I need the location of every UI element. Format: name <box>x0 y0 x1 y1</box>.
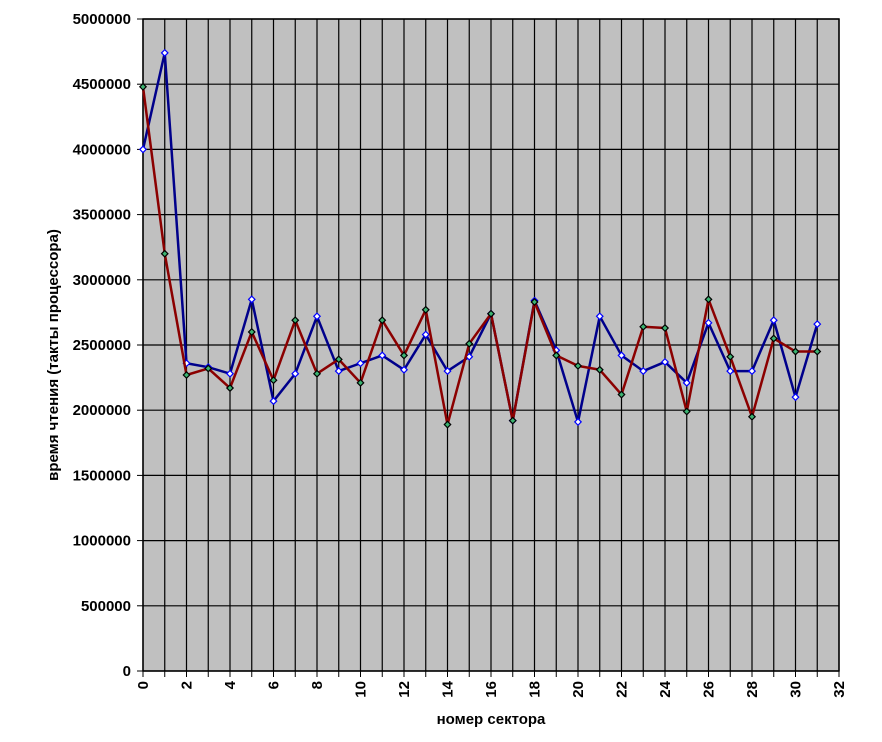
data-point <box>334 367 343 376</box>
data-point <box>247 295 256 304</box>
data-point <box>378 316 387 325</box>
y-axis-title: время чтения (такты процессора) <box>45 229 62 481</box>
data-point <box>269 397 278 406</box>
data-point <box>791 393 800 402</box>
data-point <box>138 145 148 154</box>
y-tick-label: 1000000 <box>73 533 131 550</box>
data-point <box>225 383 235 393</box>
data-point <box>182 370 191 380</box>
data-point <box>334 355 343 364</box>
y-tick-label: 5000000 <box>73 11 131 28</box>
data-point <box>639 367 648 376</box>
x-tick-label: 6 <box>266 681 283 689</box>
x-tick-label: 26 <box>701 681 718 698</box>
data-point <box>225 369 235 378</box>
data-point <box>617 351 626 360</box>
data-point <box>291 316 300 325</box>
x-tick-label: 8 <box>309 681 326 689</box>
x-tick-label: 22 <box>614 681 631 698</box>
data-point <box>160 249 169 258</box>
y-tick-label: 0 <box>123 663 131 680</box>
data-point <box>791 347 800 356</box>
x-tick-label: 30 <box>788 681 805 698</box>
data-point <box>204 364 213 373</box>
x-tick-label: 10 <box>353 681 370 698</box>
data-point <box>704 295 713 304</box>
data-point <box>769 316 778 325</box>
data-point <box>443 367 452 376</box>
y-tick-label: 2500000 <box>73 337 131 354</box>
x-tick-label: 0 <box>135 681 152 689</box>
x-tick-label: 24 <box>657 680 674 697</box>
data-point <box>312 312 322 321</box>
x-tick-label: 28 <box>744 681 761 698</box>
data-point <box>291 369 300 378</box>
x-axis-title: номер сектора <box>437 711 546 728</box>
x-tick-label: 18 <box>527 681 544 698</box>
data-point <box>312 369 322 378</box>
data-point <box>813 320 822 329</box>
x-tick-label: 12 <box>396 681 413 698</box>
data-point <box>682 378 691 387</box>
axes <box>137 18 840 677</box>
data-point <box>704 318 713 327</box>
data-point <box>530 297 539 307</box>
data-point <box>573 417 583 426</box>
data-point <box>465 339 474 348</box>
series-line <box>141 51 819 424</box>
data-point <box>421 305 430 314</box>
data-point <box>486 309 496 318</box>
y-tick-label: 4000000 <box>73 141 131 158</box>
data-point <box>660 323 670 333</box>
y-tick-label: 3000000 <box>73 272 131 289</box>
x-tick-label: 16 <box>483 681 500 698</box>
data-point <box>421 330 430 339</box>
data-point <box>443 420 452 429</box>
data-point <box>160 48 169 57</box>
data-point <box>660 357 670 367</box>
y-tick-label: 1500000 <box>73 467 131 484</box>
data-point <box>356 378 365 387</box>
data-point <box>378 351 387 360</box>
data-point <box>356 359 365 368</box>
data-point <box>747 412 757 421</box>
x-tick-label: 2 <box>179 681 196 689</box>
data-point <box>617 390 626 399</box>
series-line <box>141 86 818 426</box>
data-point <box>138 82 148 91</box>
data-point <box>769 334 778 343</box>
data-point <box>682 407 691 416</box>
data-point <box>508 416 517 425</box>
data-point <box>726 352 735 361</box>
x-tick-label: 14 <box>440 680 457 697</box>
data-point <box>399 365 409 374</box>
x-tick-label: 4 <box>222 680 239 689</box>
data-point <box>639 322 648 331</box>
x-tick-label: 20 <box>570 681 587 698</box>
data-point <box>573 361 583 370</box>
data-point <box>595 365 604 374</box>
y-tick-label: 4500000 <box>73 76 131 93</box>
data-point <box>399 351 409 360</box>
data-point <box>269 376 278 385</box>
y-tick-labels: 0 500000 1000000 1500000 2000000 2500000 30000… <box>73 11 131 680</box>
data-point <box>747 367 757 376</box>
x-tick-label: 32 <box>831 681 848 698</box>
series-2 <box>138 82 822 429</box>
x-tick-labels: 0 2 4 6 8 10 12 14 16 18 20 22 24 26 28 30 32 <box>135 680 848 697</box>
data-point <box>247 327 256 337</box>
data-point <box>813 347 822 356</box>
y-tick-label: 500000 <box>81 598 131 615</box>
data-point <box>552 351 561 360</box>
y-tick-label: 3500000 <box>73 207 131 224</box>
data-point <box>595 312 604 321</box>
series-group <box>138 48 822 429</box>
data-point <box>726 367 735 376</box>
y-tick-label: 2000000 <box>73 402 131 419</box>
